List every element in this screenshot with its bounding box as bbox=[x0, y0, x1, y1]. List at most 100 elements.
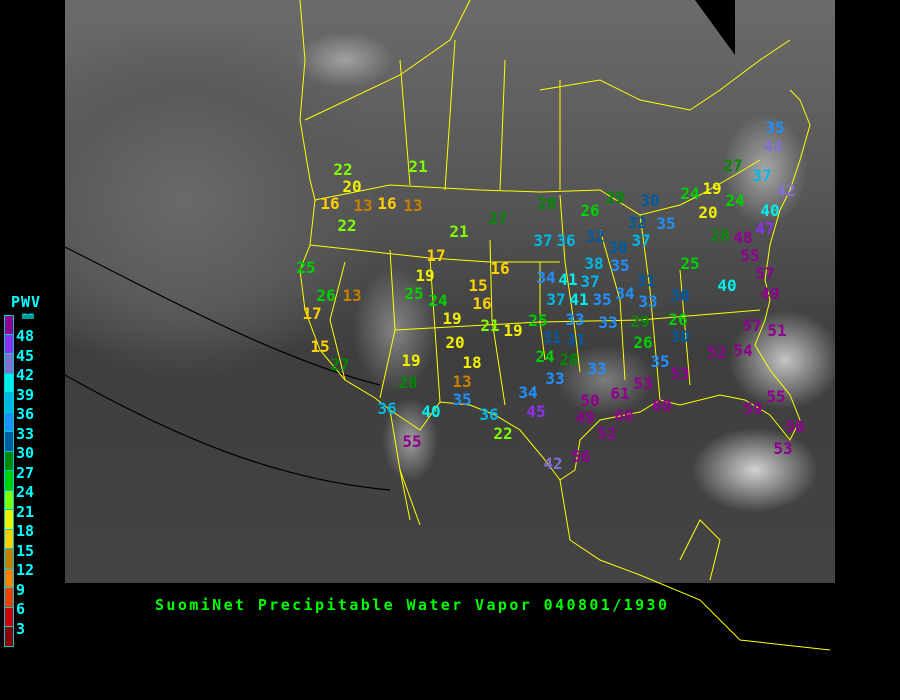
station-pwv-value: 56 bbox=[571, 447, 590, 466]
station-pwv-value: 41 bbox=[569, 290, 588, 309]
station-pwv-value: 29 bbox=[630, 312, 649, 331]
station-pwv-value: 53 bbox=[670, 364, 689, 383]
boundary-line bbox=[539, 39, 791, 111]
station-pwv-value: 52 bbox=[707, 343, 726, 362]
station-pwv-value: 15 bbox=[310, 337, 329, 356]
station-pwv-value: 53 bbox=[633, 374, 652, 393]
station-pwv-value: 28 bbox=[710, 226, 729, 245]
boundary-line bbox=[679, 269, 691, 386]
station-pwv-value: 24 bbox=[535, 347, 554, 366]
station-pwv-value: 13 bbox=[353, 196, 372, 215]
political-boundaries bbox=[299, 0, 831, 651]
station-pwv-value: 60 bbox=[652, 396, 671, 415]
station-pwv-value: 31 bbox=[636, 271, 655, 290]
station-pwv-value: 15 bbox=[468, 276, 487, 295]
boundary-line bbox=[304, 0, 471, 121]
station-pwv-value: 33 bbox=[545, 369, 564, 388]
boundary-line bbox=[559, 194, 581, 373]
station-pwv-value: 26 bbox=[668, 310, 687, 329]
station-pwv-value: 30 bbox=[670, 286, 689, 305]
legend-title: PWV bbox=[11, 293, 42, 311]
station-pwv-value: 25 bbox=[404, 284, 423, 303]
legend-label: 21 bbox=[16, 502, 35, 521]
boundary-line bbox=[389, 409, 411, 521]
station-pwv-value: 55 bbox=[766, 387, 785, 406]
station-pwv-value: 44 bbox=[763, 137, 782, 156]
station-pwv-value: 26 bbox=[633, 333, 652, 352]
legend-label: 3 bbox=[16, 619, 26, 638]
station-pwv-value: 36 bbox=[556, 231, 575, 250]
station-pwv-value: 60 bbox=[614, 406, 633, 425]
boundary-line bbox=[399, 469, 421, 526]
station-pwv-value: 25 bbox=[296, 258, 315, 277]
station-pwv-value: 52 bbox=[597, 424, 616, 443]
station-pwv-value: 16 bbox=[377, 194, 396, 213]
legend-swatch bbox=[4, 607, 14, 627]
station-pwv-value: 40 bbox=[421, 402, 440, 421]
boundary-line bbox=[489, 239, 506, 406]
boundary-line bbox=[499, 59, 506, 191]
station-pwv-value: 49 bbox=[760, 284, 779, 303]
no-data-region bbox=[695, 0, 735, 55]
station-pwv-value: 38 bbox=[584, 254, 603, 273]
station-pwv-value: 24 bbox=[428, 291, 447, 310]
boundary-line bbox=[399, 59, 411, 186]
station-pwv-value: 31 bbox=[566, 330, 585, 349]
station-pwv-value: 27 bbox=[330, 355, 349, 374]
station-pwv-value: 36 bbox=[377, 399, 396, 418]
station-pwv-value: 13 bbox=[403, 196, 422, 215]
station-pwv-value: 35 bbox=[650, 352, 669, 371]
legend-label: 24 bbox=[16, 483, 35, 501]
station-pwv-value: 22 bbox=[337, 216, 356, 235]
boundary-line bbox=[394, 309, 761, 331]
legend-label: 33 bbox=[16, 424, 35, 443]
legend-swatch bbox=[4, 471, 14, 491]
station-pwv-value: 55 bbox=[402, 432, 421, 451]
legend-label: 6 bbox=[16, 600, 26, 618]
station-pwv-value: 28 bbox=[398, 373, 417, 392]
station-pwv-value: 24 bbox=[680, 184, 699, 203]
station-pwv-value: 50 bbox=[580, 391, 599, 410]
station-pwv-value: 13 bbox=[452, 372, 471, 391]
station-pwv-value: 16 bbox=[472, 294, 491, 313]
station-pwv-value: 28 bbox=[559, 350, 578, 369]
station-pwv-value: 16 bbox=[490, 259, 509, 278]
legend-swatch bbox=[4, 432, 14, 452]
legend-unit: mm bbox=[22, 311, 35, 322]
boundary-line bbox=[559, 479, 831, 651]
station-pwv-value: 41 bbox=[558, 270, 577, 289]
station-pwv-value: 21 bbox=[449, 222, 468, 241]
station-pwv-value: 17 bbox=[426, 246, 445, 265]
station-pwv-value: 26 bbox=[316, 286, 335, 305]
station-pwv-value: 19 bbox=[503, 321, 522, 340]
legend-swatch bbox=[4, 588, 14, 608]
station-pwv-value: 32 bbox=[627, 213, 646, 232]
station-pwv-value: 34 bbox=[518, 383, 537, 402]
station-pwv-value: 24 bbox=[725, 191, 744, 210]
station-pwv-value: 53 bbox=[773, 439, 792, 458]
station-pwv-value: 47 bbox=[755, 219, 774, 238]
station-pwv-value: 37 bbox=[580, 272, 599, 291]
legend-swatch bbox=[4, 568, 14, 588]
station-pwv-value: 29 bbox=[605, 188, 624, 207]
legend-label: 27 bbox=[16, 463, 35, 482]
station-pwv-value: 34 bbox=[615, 284, 634, 303]
legend-label: 39 bbox=[16, 385, 35, 404]
legend-label: 9 bbox=[16, 580, 26, 599]
station-pwv-value: 37 bbox=[546, 290, 565, 309]
legend-label: 45 bbox=[16, 346, 35, 365]
legend-swatch bbox=[4, 334, 14, 354]
station-pwv-value: 31 bbox=[542, 328, 561, 347]
boundary-line bbox=[329, 261, 346, 381]
legend-swatch bbox=[4, 412, 14, 432]
legend-label: 18 bbox=[16, 522, 35, 540]
legend-label: 30 bbox=[16, 444, 35, 462]
station-pwv-value: 20 bbox=[342, 177, 361, 196]
color-legend bbox=[4, 315, 14, 647]
station-pwv-value: 13 bbox=[342, 286, 361, 305]
legend-swatch bbox=[4, 549, 14, 569]
station-pwv-value: 25 bbox=[528, 311, 547, 330]
